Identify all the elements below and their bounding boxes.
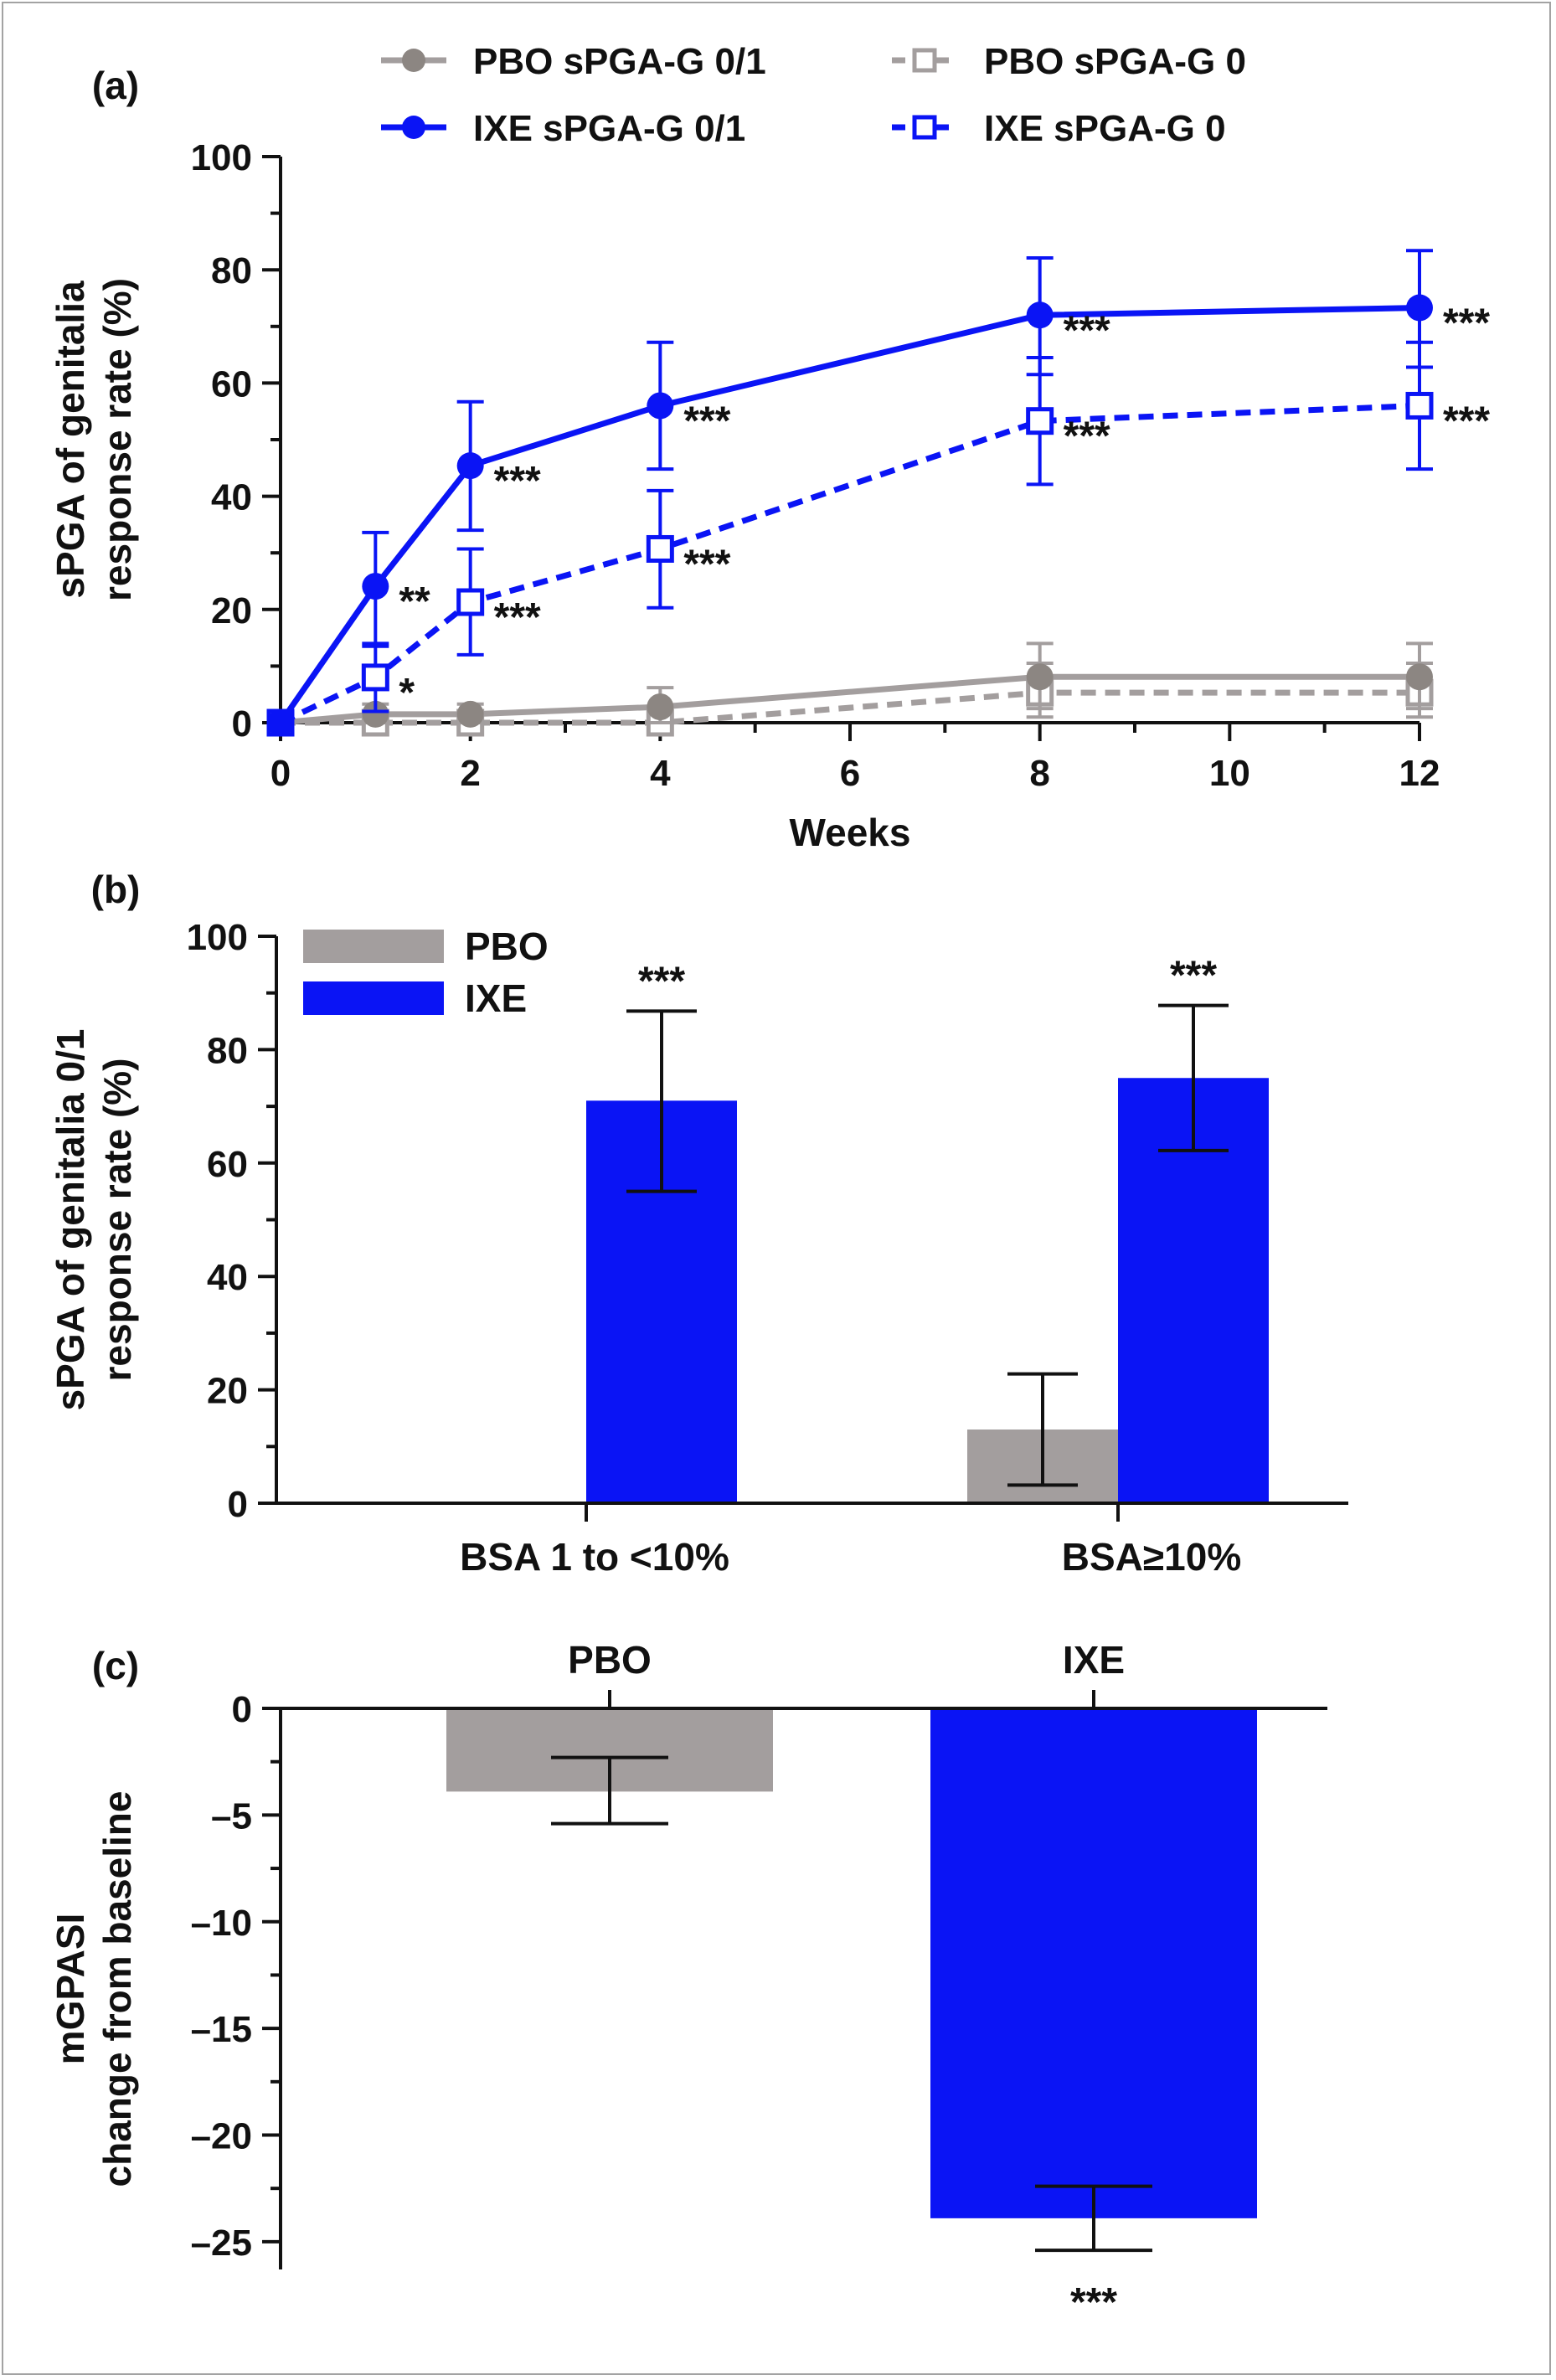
significance-label: *** [494, 459, 541, 503]
significance-label: *** [1170, 954, 1217, 998]
y-tick-label: 100 [187, 917, 248, 958]
y-axis-label-line: response rate (%) [95, 1058, 139, 1381]
y-tick-label: 60 [207, 1144, 248, 1185]
data-point [362, 573, 389, 600]
significance-label: *** [1070, 2280, 1117, 2325]
y-tick-label: 80 [211, 250, 252, 291]
x-tick-label: IXE [1063, 1638, 1125, 1682]
y-axis-label: sPGA of genitalia 0/1response rate (%) [49, 1029, 139, 1411]
bar [930, 1708, 1257, 2218]
y-tick-label: 60 [211, 363, 252, 404]
y-tick-label: 80 [207, 1030, 248, 1071]
legend-label: IXE [465, 976, 527, 1020]
data-point [1026, 407, 1054, 435]
legend-marker [912, 115, 937, 140]
data-point [647, 693, 674, 721]
x-tick-label: BSA 1 to <10% [460, 1535, 729, 1579]
series-line [279, 402, 1420, 726]
x-tick-label: PBO [568, 1638, 652, 1682]
x-tick-label: 0 [270, 753, 291, 794]
y-axis-label-line: response rate (%) [95, 278, 139, 601]
x-tick-label: 6 [840, 753, 860, 794]
y-tick-label: 0 [232, 1689, 252, 1730]
panel-c: (c) 0 –5 –10 –15 –20 –25 PBO IXE *** mGPASIchange … [49, 1638, 1327, 2325]
y-tick-label: –20 [191, 2116, 252, 2157]
y-tick-label: –25 [191, 2223, 252, 2264]
y-tick-label: 40 [211, 477, 252, 518]
panel-a: (a) PBO sPGA-G 0/1 PBO sPGA-G 0 IXE sPGA-G … [49, 41, 1490, 854]
significance-label: *** [638, 959, 685, 1003]
y-tick-label: –5 [211, 1795, 252, 1837]
significance-label: *** [1064, 308, 1110, 353]
x-tick-label: 2 [460, 753, 480, 794]
panel-label-b: (b) [91, 868, 141, 911]
legend-label: IXE sPGA-G 0 [984, 108, 1226, 149]
legend-label: PBO [465, 925, 549, 968]
x-tick-label: 12 [1399, 753, 1440, 794]
data-point [456, 452, 484, 480]
legend-marker [402, 116, 425, 139]
y-axis-label-line: change from baseline [95, 1791, 139, 2187]
data-point [267, 709, 294, 736]
y-axis-label-line: sPGA of genitalia [49, 281, 92, 599]
legend-label: PBO sPGA-G 0/1 [473, 41, 766, 82]
significance-label: *** [683, 542, 730, 586]
legend-swatch [303, 930, 444, 963]
y-tick-label: 20 [207, 1371, 248, 1412]
significance-label: *** [1443, 301, 1490, 345]
data-point [647, 392, 674, 420]
series-line [281, 689, 1419, 726]
series-line [280, 673, 1419, 726]
significance-label: *** [683, 399, 730, 443]
legend-marker [912, 48, 937, 73]
y-axis-label: sPGA of genitaliaresponse rate (%) [49, 278, 139, 601]
significance-label: *** [494, 595, 541, 640]
data-point [1026, 663, 1054, 691]
data-point [1405, 391, 1434, 420]
significance-label: * [399, 671, 415, 715]
data-point [362, 700, 389, 728]
data-point [456, 588, 485, 616]
y-tick-label: 100 [191, 137, 252, 178]
data-point [1406, 294, 1433, 322]
significance-label: *** [1443, 399, 1490, 443]
y-tick-label: 40 [207, 1257, 248, 1298]
significance-label: ** [399, 580, 430, 624]
x-tick-label: BSA≥10% [1062, 1535, 1241, 1579]
legend-label: IXE sPGA-G 0/1 [473, 108, 745, 149]
panel-b: (b) 0 20 40 60 80 100 *** *** BSA 1 to <10% BSA≥10… [49, 868, 1348, 1579]
data-point [456, 700, 484, 728]
x-tick-label: 8 [1029, 753, 1049, 794]
legend-swatch [303, 981, 444, 1015]
y-tick-label: 0 [228, 1484, 248, 1525]
data-point [361, 663, 389, 692]
x-tick-label: 10 [1209, 753, 1250, 794]
y-axis-label-line: mGPASI [49, 1914, 92, 2065]
y-axis-label-line: sPGA of genitalia 0/1 [49, 1029, 92, 1411]
legend-label: PBO sPGA-G 0 [984, 41, 1246, 82]
y-tick-label: –15 [191, 2009, 252, 2050]
y-tick-label: 0 [232, 703, 252, 744]
y-axis-label: mGPASIchange from baseline [49, 1791, 139, 2187]
data-point [646, 534, 674, 563]
x-axis-label: Weeks [790, 811, 911, 854]
data-point [1406, 663, 1433, 691]
y-tick-label: –10 [191, 1903, 252, 1944]
data-point [1026, 301, 1054, 329]
panel-label-a: (a) [92, 64, 139, 107]
x-tick-label: 4 [650, 753, 671, 794]
legend-marker [402, 49, 425, 72]
series-line [278, 304, 1420, 724]
significance-label: *** [1064, 415, 1110, 459]
panel-label-c: (c) [92, 1644, 139, 1687]
y-tick-label: 20 [211, 590, 252, 631]
